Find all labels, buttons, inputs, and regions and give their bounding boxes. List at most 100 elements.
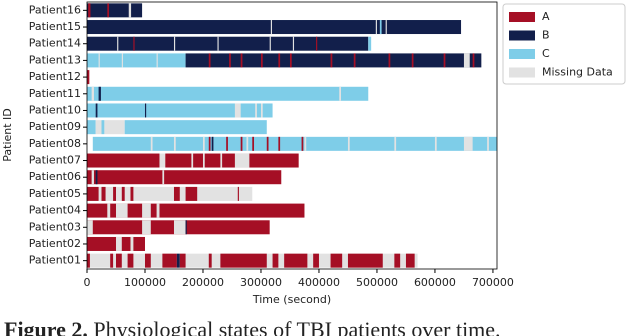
state-segment: [304, 136, 307, 151]
state-segment: [121, 53, 123, 68]
state-segment: [87, 103, 273, 118]
state-segment: [162, 170, 165, 185]
y-tick-label: Patient13: [29, 53, 81, 66]
state-segment: [87, 220, 93, 235]
state-segment: [240, 136, 243, 151]
state-segment: [185, 220, 187, 235]
state-segment: [220, 253, 267, 268]
state-segment: [95, 103, 98, 118]
state-segment: [110, 253, 114, 268]
x-tick-label: 200000: [182, 276, 224, 289]
state-segment: [87, 53, 186, 68]
y-tick-label: Patient05: [29, 187, 81, 200]
state-segment: [144, 253, 151, 268]
state-segment: [87, 86, 369, 101]
state-segment: [156, 203, 160, 218]
legend-swatch: [509, 49, 535, 59]
state-segment: [353, 53, 356, 68]
state-segment: [463, 136, 473, 151]
state-segment: [101, 186, 106, 201]
y-tick-label: Patient06: [29, 170, 81, 183]
caption-text: Physiological states of TBI patients ove…: [93, 317, 500, 336]
state-segment: [388, 53, 391, 68]
state-segment: [375, 20, 377, 35]
state-segment: [394, 253, 401, 268]
state-segment: [394, 136, 397, 151]
x-axis-label: Time (second): [252, 293, 331, 306]
state-segment: [278, 53, 281, 68]
state-segment: [133, 36, 135, 51]
state-segment: [104, 120, 125, 135]
state-segment: [234, 103, 241, 118]
state-segment: [117, 36, 119, 51]
state-segment: [173, 36, 176, 51]
y-tick-label: Patient16: [29, 3, 81, 16]
state-segment: [272, 253, 279, 268]
state-segment: [252, 136, 255, 151]
state-segment: [220, 153, 223, 168]
state-segment: [115, 203, 128, 218]
legend-label: A: [542, 10, 550, 23]
x-tick-label: 400000: [298, 276, 340, 289]
y-tick-label: Patient14: [29, 37, 81, 50]
legend-label: B: [542, 29, 550, 42]
y-tick-label: Patient12: [29, 70, 81, 83]
x-tick-label: 600000: [414, 276, 456, 289]
y-tick-label: Patient07: [29, 154, 81, 167]
state-segment: [405, 253, 415, 268]
y-tick-label: Patient02: [29, 237, 81, 250]
y-tick-label: Patient04: [29, 204, 81, 217]
state-segment: [379, 20, 382, 35]
state-segment: [368, 36, 372, 51]
legend-swatch: [509, 12, 535, 22]
state-segment: [211, 136, 214, 151]
state-segment: [246, 136, 249, 151]
state-segment: [176, 253, 180, 268]
state-segment: [255, 103, 257, 118]
state-segment: [95, 170, 98, 185]
state-segment: [159, 153, 166, 168]
state-segment: [229, 53, 231, 68]
state-segment: [284, 253, 308, 268]
legend-label: Missing Data: [542, 66, 613, 79]
y-tick-label: Patient09: [29, 120, 81, 133]
y-tick-label: Patient03: [29, 220, 81, 233]
state-segment: [87, 203, 305, 218]
y-tick-label: Patient08: [29, 137, 81, 150]
state-segment: [87, 186, 99, 201]
state-segment: [91, 170, 94, 185]
y-tick-label: Patient10: [29, 103, 81, 116]
state-segment: [443, 53, 446, 68]
state-segment: [87, 186, 253, 201]
state-segment: [165, 153, 299, 168]
state-segment: [347, 136, 350, 151]
state-segment: [237, 186, 239, 201]
state-segment: [202, 153, 205, 168]
state-segment: [101, 120, 105, 135]
state-segment: [434, 136, 437, 151]
state-segment: [87, 153, 160, 168]
state-segment: [87, 3, 143, 18]
legend-swatch: [509, 67, 535, 78]
state-segment: [191, 153, 194, 168]
state-segment: [87, 253, 90, 268]
state-segment: [240, 53, 243, 68]
state-segment: [87, 20, 462, 35]
state-segment: [347, 253, 383, 268]
state-segment: [411, 53, 414, 68]
state-segment: [316, 36, 318, 51]
x-tick-label: 0: [84, 276, 91, 289]
state-segment: [173, 220, 186, 235]
legend-swatch: [509, 30, 535, 41]
state-segment: [217, 36, 219, 51]
state-segment: [113, 186, 116, 201]
state-segment: [260, 103, 263, 118]
state-segment: [385, 20, 387, 35]
y-tick-label: Patient15: [29, 20, 81, 33]
state-segment: [472, 53, 475, 68]
state-segment: [107, 203, 111, 218]
state-segment: [98, 53, 100, 68]
x-tick-label: 700000: [472, 276, 514, 289]
x-tick-label: 100000: [124, 276, 166, 289]
state-segment: [124, 120, 267, 135]
